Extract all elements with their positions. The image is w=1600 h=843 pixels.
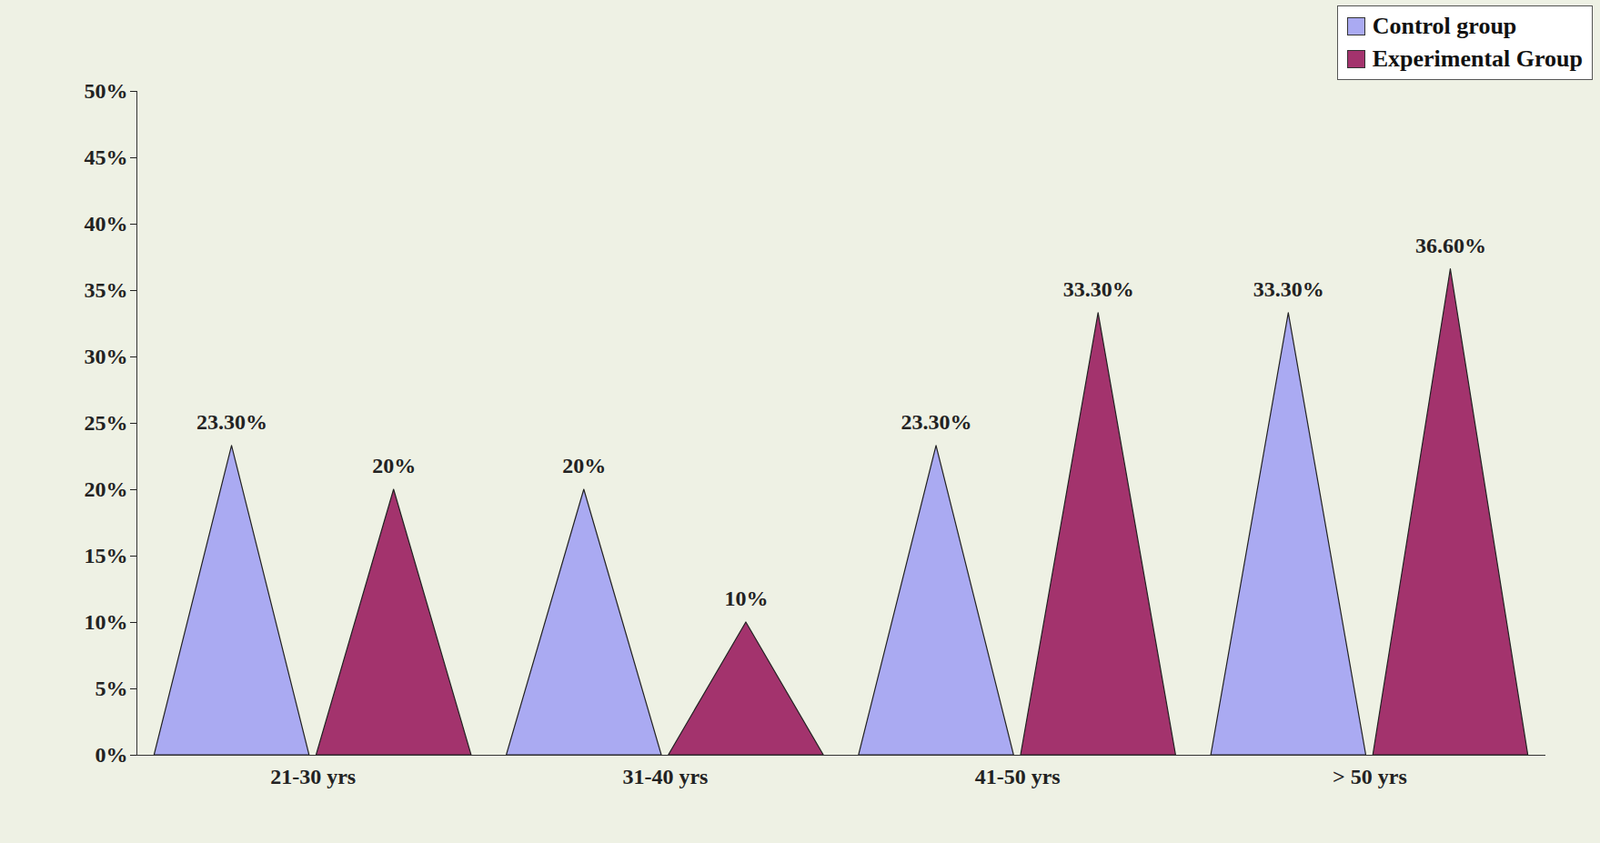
html-text:Experimental Group: Experimental Group (1372, 45, 1583, 72)
svg-text:20%: 20% (372, 453, 416, 478)
svg-text:33.30%: 33.30% (1063, 277, 1135, 302)
svg-text:33.30%: 33.30% (1253, 277, 1325, 302)
svg-text:15%: 15% (84, 543, 129, 568)
svg-text:20%: 20% (84, 477, 129, 502)
svg-text:5%: 5% (95, 676, 129, 701)
svg-text:45%: 45% (84, 145, 129, 170)
svg-text:50%: 50% (84, 79, 129, 103)
svg-text:> 50 yrs: > 50 yrs (1332, 764, 1408, 789)
svg-text:41-50 yrs: 41-50 yrs (975, 764, 1061, 789)
svg-text:40%: 40% (84, 211, 129, 236)
svg-text:10%: 10% (84, 610, 129, 634)
svg-text:25%: 25% (84, 411, 129, 435)
svg-text:35%: 35% (84, 278, 129, 302)
svg-text:30%: 30% (84, 344, 129, 369)
svg-text:21-30 yrs: 21-30 yrs (270, 764, 356, 789)
svg-text:23.30%: 23.30% (196, 410, 268, 434)
svg-text:20%: 20% (562, 453, 606, 478)
svg-text:23.30%: 23.30% (901, 410, 973, 434)
svg-text:31-40 yrs: 31-40 yrs (622, 764, 708, 789)
html-text:Control group: Control group (1372, 12, 1517, 40)
svg-text:10%: 10% (724, 586, 768, 611)
svg-text:0%: 0% (95, 743, 129, 767)
svg-text:36.60%: 36.60% (1415, 233, 1487, 258)
